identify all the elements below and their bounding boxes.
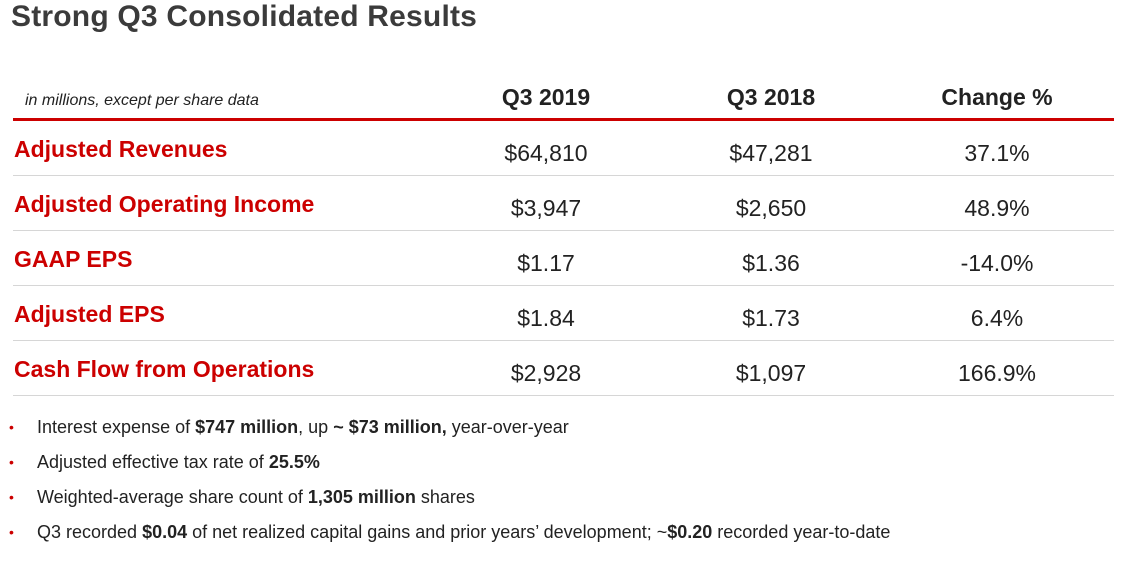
- value-change: 37.1%: [964, 140, 1030, 166]
- table-row: Cash Flow from Operations $2,928 $1,097 …: [13, 341, 1114, 396]
- metric-label: Cash Flow from Operations: [14, 356, 315, 382]
- value-q3-2018: $1.73: [742, 305, 800, 331]
- results-table: in millions, except per share data Q3 20…: [13, 76, 1114, 396]
- bullet-text: Adjusted effective tax rate of 25.5%: [37, 452, 320, 472]
- table-row: GAAP EPS $1.17 $1.36 -14.0%: [13, 231, 1114, 286]
- value-q3-2018: $1,097: [735, 360, 807, 386]
- value-q3-2018: $1.36: [742, 250, 800, 276]
- list-item: • Interest expense of $747 million, up ~…: [0, 410, 1110, 445]
- value-q3-2019: $64,810: [504, 140, 588, 166]
- bullet-icon: •: [9, 489, 14, 505]
- value-q3-2018: $47,281: [729, 140, 813, 166]
- value-q3-2019: $2,928: [510, 360, 582, 386]
- value-change: 166.9%: [957, 360, 1036, 386]
- highlights-list: • Interest expense of $747 million, up ~…: [0, 410, 1110, 550]
- metric-label: Adjusted Revenues: [14, 136, 228, 162]
- metric-label: GAAP EPS: [14, 246, 133, 272]
- column-header-q3-2018: Q3 2018: [726, 84, 816, 110]
- bullet-icon: •: [9, 419, 14, 435]
- value-q3-2019: $3,947: [510, 195, 582, 221]
- value-change: 48.9%: [964, 195, 1030, 221]
- value-q3-2019: $1.17: [517, 250, 575, 276]
- bullet-text: Interest expense of $747 million, up ~ $…: [37, 417, 569, 437]
- value-q3-2019: $1.84: [517, 305, 575, 331]
- list-item: • Adjusted effective tax rate of 25.5%: [0, 445, 1110, 480]
- metric-label: Adjusted EPS: [14, 301, 165, 327]
- value-change: -14.0%: [960, 250, 1034, 276]
- page-title: Strong Q3 Consolidated Results: [11, 0, 478, 33]
- table-row: Adjusted Operating Income $3,947 $2,650 …: [13, 176, 1114, 231]
- table-header: in millions, except per share data Q3 20…: [13, 76, 1114, 121]
- metric-label: Adjusted Operating Income: [14, 191, 315, 217]
- bullet-text: Weighted-average share count of 1,305 mi…: [37, 487, 475, 507]
- list-item: • Q3 recorded $0.04 of net realized capi…: [0, 515, 1110, 550]
- bullet-icon: •: [9, 454, 14, 470]
- units-note: in millions, except per share data: [25, 92, 259, 109]
- value-q3-2018: $2,650: [735, 195, 807, 221]
- bullet-icon: •: [9, 524, 14, 540]
- list-item: • Weighted-average share count of 1,305 …: [0, 480, 1110, 515]
- column-header-q3-2019: Q3 2019: [501, 84, 591, 110]
- bullet-text: Q3 recorded $0.04 of net realized capita…: [37, 522, 891, 542]
- table-row: Adjusted Revenues $64,810 $47,281 37.1%: [13, 121, 1114, 176]
- value-change: 6.4%: [970, 305, 1024, 331]
- column-header-change: Change %: [941, 84, 1053, 110]
- table-row: Adjusted EPS $1.84 $1.73 6.4%: [13, 286, 1114, 341]
